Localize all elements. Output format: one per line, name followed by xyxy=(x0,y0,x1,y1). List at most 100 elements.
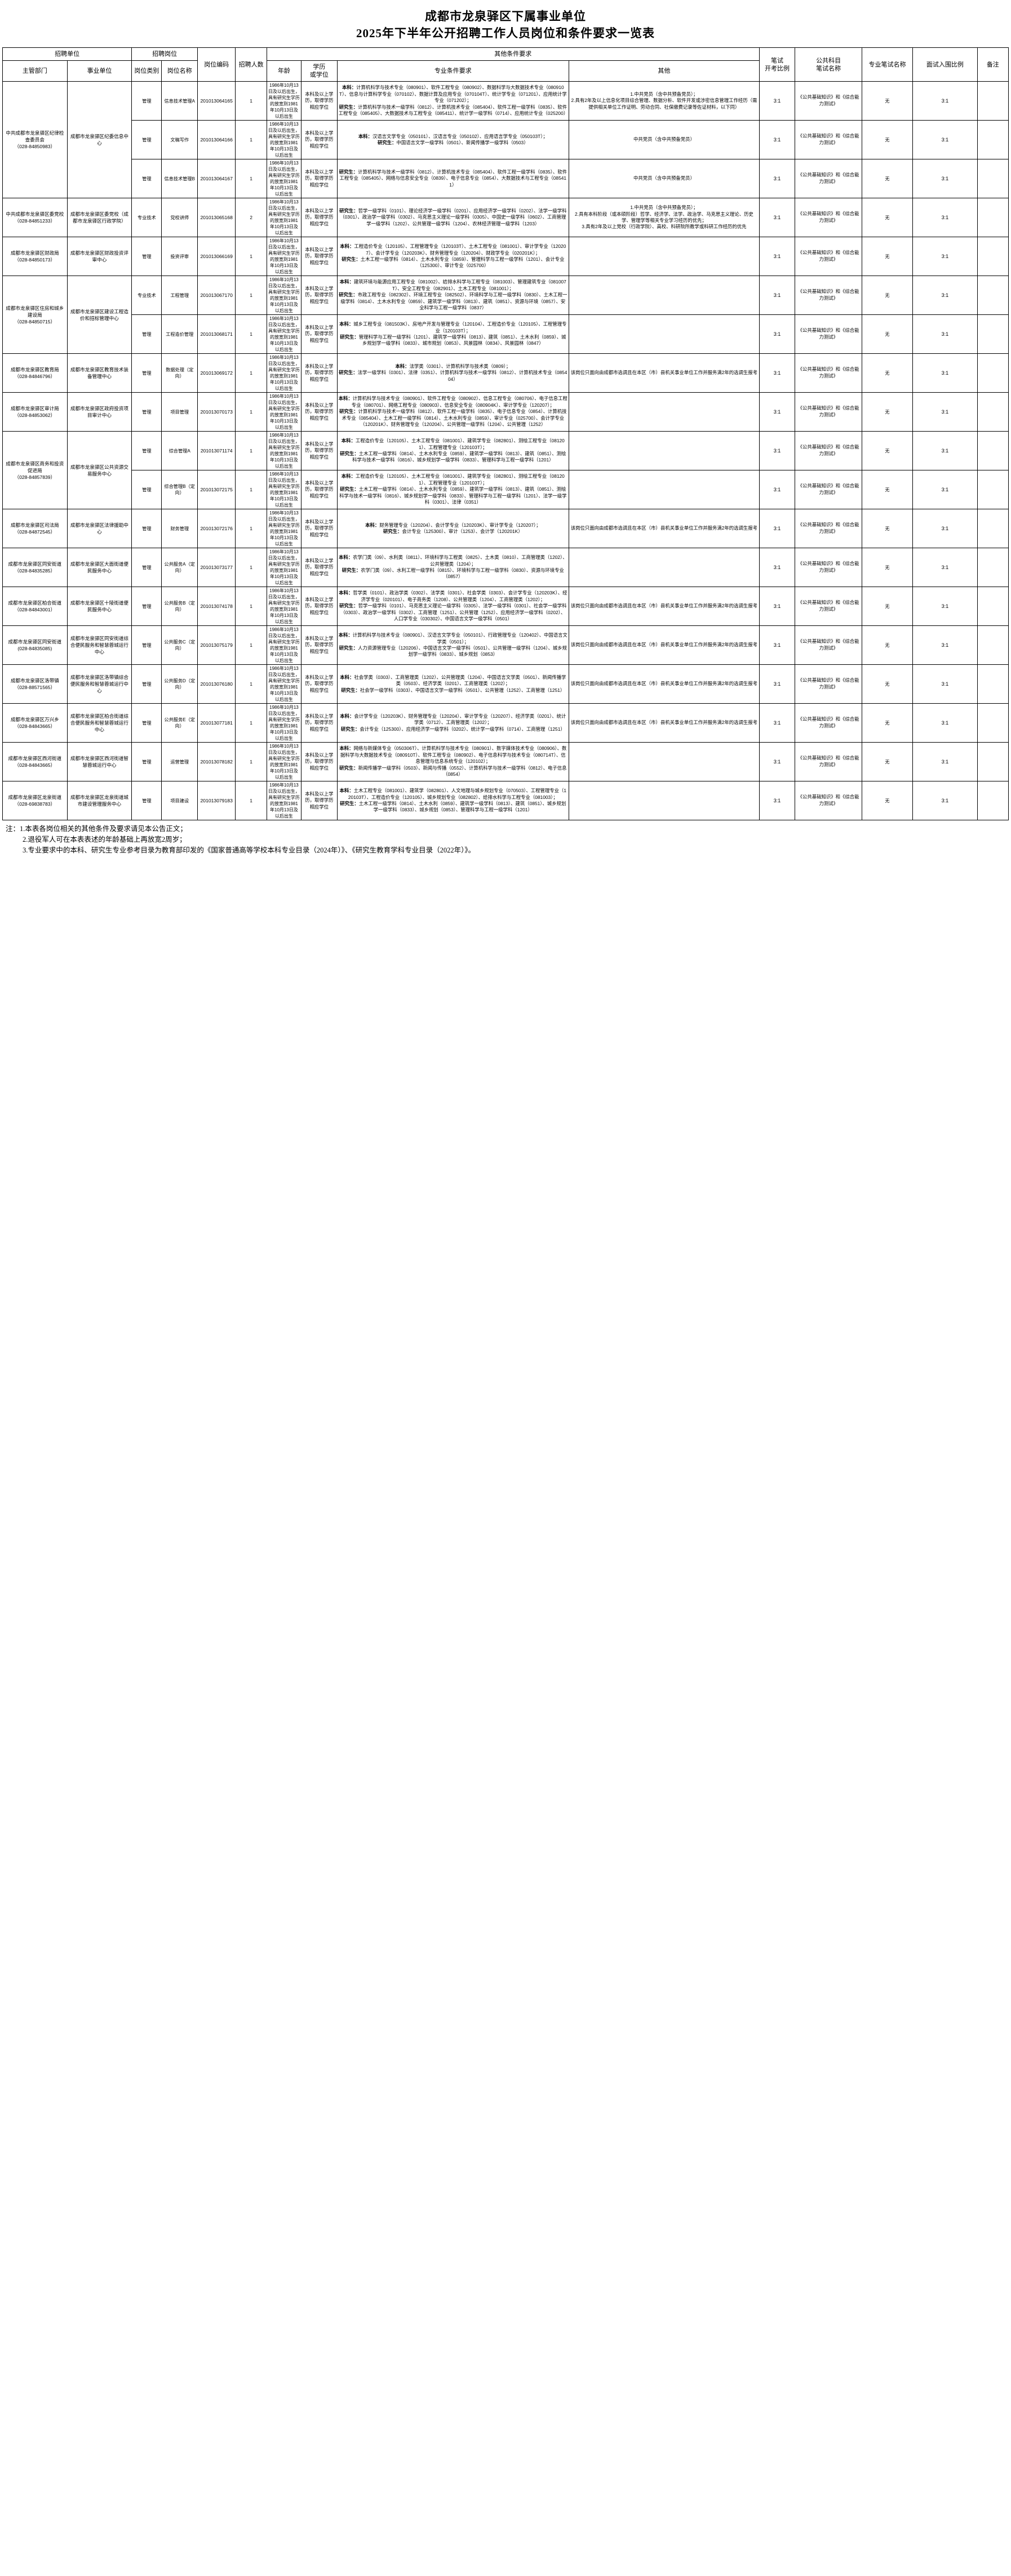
cell-prof-exam: 无 xyxy=(861,237,914,276)
cell-post-name: 信息技术管理B xyxy=(161,159,198,198)
cell-unit: 成都市龙泉驿区纪委信息中心 xyxy=(66,81,132,198)
cell-unit: 成都市龙泉驿区建设工程造价和招标管理中心 xyxy=(66,276,132,354)
cell-remark xyxy=(977,470,1009,509)
cell-age: 1986年10月13日及以后出生，具有研究生学历的放宽到1981年10月13日及… xyxy=(266,548,302,587)
cell-unit: 成都市龙泉驿区政府投资项目审计中心 xyxy=(66,392,132,432)
cell-interview-ratio: 3:1 xyxy=(912,314,978,354)
cell-unit: 成都市龙泉驿区同安街道综合便民服务和智慧蓉城运行中心 xyxy=(66,625,132,665)
cell-post-name: 文稿写作 xyxy=(161,120,198,159)
cell-headcount: 1 xyxy=(235,548,267,587)
cell-prof-exam: 无 xyxy=(861,703,914,743)
header-prof-exam: 专业笔试名称 xyxy=(861,47,914,82)
cell-interview-ratio: 3:1 xyxy=(912,392,978,432)
cell-prof-exam: 无 xyxy=(861,353,914,393)
cell-public-exam: 《公共基础知识》和《综合能力测试》 xyxy=(795,548,862,587)
cell-interview-ratio: 3:1 xyxy=(912,470,978,509)
cell-remark xyxy=(977,159,1009,198)
cell-education: 本科及以上学历，取得学历相应学位 xyxy=(301,120,338,159)
cell-post-name: 公共服务E（定向） xyxy=(161,703,198,743)
cell-education: 本科及以上学历，取得学历相应学位 xyxy=(301,431,338,470)
cell-post-type: 管理 xyxy=(131,625,162,665)
cell-major: 本科：社会学类（0303）、工商管理类（1202）、公共管理类（1204）、中国… xyxy=(336,664,570,704)
cell-post-type: 管理 xyxy=(131,587,162,626)
cell-post-code: 201013076180 xyxy=(197,664,236,704)
cell-education: 本科及以上学历，取得学历相应学位 xyxy=(301,781,338,820)
cell-written-ratio: 3:1 xyxy=(759,742,796,781)
cell-post-name: 项目管理 xyxy=(161,392,198,432)
cell-education: 本科及以上学历，取得学历相应学位 xyxy=(301,548,338,587)
cell-headcount: 1 xyxy=(235,314,267,354)
cell-post-type: 管理 xyxy=(131,781,162,820)
cell-headcount: 1 xyxy=(235,353,267,393)
cell-public-exam: 《公共基础知识》和《综合能力测试》 xyxy=(795,781,862,820)
table-row: 管理 工程造价管理 201013068171 1 1986年10月13日及以后出生，具有… xyxy=(3,314,1009,354)
header-post-type: 岗位类别 xyxy=(131,60,162,82)
cell-post-type: 管理 xyxy=(131,81,162,121)
cell-headcount: 1 xyxy=(235,509,267,548)
cell-major: 本科：汉语言文学专业（050101）、汉语言专业（050102）、应用语言学专业… xyxy=(336,120,570,159)
header-group-other-conditions: 其他条件要求 xyxy=(266,47,760,61)
cell-education: 本科及以上学历，取得学历相应学位 xyxy=(301,703,338,743)
header-public-exam: 公共科目 笔试名称 xyxy=(795,47,862,82)
cell-post-name: 工程管理 xyxy=(161,276,198,315)
cell-public-exam: 《公共基础知识》和《综合能力测试》 xyxy=(795,431,862,470)
cell-interview-ratio: 3:1 xyxy=(912,81,978,121)
cell-post-name: 投资评审 xyxy=(161,237,198,276)
cell-prof-exam: 无 xyxy=(861,392,914,432)
cell-prof-exam: 无 xyxy=(861,314,914,354)
cell-post-name: 党校讲师 xyxy=(161,198,198,237)
cell-written-ratio: 3:1 xyxy=(759,548,796,587)
cell-public-exam: 《公共基础知识》和《综合能力测试》 xyxy=(795,120,862,159)
cell-headcount: 1 xyxy=(235,159,267,198)
cell-written-ratio: 3:1 xyxy=(759,664,796,704)
cell-interview-ratio: 3:1 xyxy=(912,353,978,393)
cell-major: 本科：法学类（0301）、计算机科学与技术类（0809）； 研究生：法学一级学科（… xyxy=(336,353,570,393)
cell-prof-exam: 无 xyxy=(861,742,914,781)
cell-dept: 成都市龙泉驿区司法局 （028-84872545） xyxy=(2,509,68,548)
cell-education: 本科及以上学历，取得学历相应学位 xyxy=(301,276,338,315)
table-row: 中共成都市龙泉驿区委党校 （028-84851233） 成都市龙泉驿区委党校（成都… xyxy=(2,198,1009,237)
cell-interview-ratio: 3:1 xyxy=(912,703,978,743)
cell-prof-exam: 无 xyxy=(861,159,914,198)
cell-prof-exam: 无 xyxy=(861,664,914,704)
header-dept: 主管部门 xyxy=(2,60,68,82)
cell-remark xyxy=(977,625,1009,665)
table-row: 成都市龙泉驿区财政局 （028-84850173） 成都市龙泉驿区财政投资评审中心… xyxy=(2,237,1009,276)
cell-education: 本科及以上学历，取得学历相应学位 xyxy=(301,237,338,276)
cell-dept: 成都市龙泉驿区财政局 （028-84850173） xyxy=(2,237,68,276)
cell-major: 本科：工程造价专业（120105）、工程管理专业（120103T）、土木工程专业… xyxy=(336,237,570,276)
cell-public-exam: 《公共基础知识》和《综合能力测试》 xyxy=(795,664,862,704)
table-row: 管理 综合管理B（定向） 201013072175 1 1986年10月13日及以后出生… xyxy=(3,470,1009,509)
cell-post-code: 201013064167 xyxy=(197,159,236,198)
cell-age: 1986年10月13日及以后出生，具有研究生学历的放宽到1981年10月13日及… xyxy=(266,159,302,198)
cell-unit: 成都市龙泉驿区西河街道智慧蓉城运行中心 xyxy=(66,742,132,781)
cell-other: 该岗位只面向由成都市选调且在本区（市）县机关事业单位工作并服务满2年的选调生报考 xyxy=(569,353,760,393)
cell-dept: 成都市龙泉驿区龙泉街道 （028-69838783） xyxy=(2,781,68,820)
cell-age: 1986年10月13日及以后出生，具有研究生学历的放宽到1981年10月13日及… xyxy=(266,587,302,626)
table-row: 成都市龙泉驿区审计局 （028-84853062） 成都市龙泉驿区政府投资项目审计… xyxy=(2,392,1009,432)
cell-post-code: 201013071174 xyxy=(197,431,236,470)
cell-public-exam: 《公共基础知识》和《综合能力测试》 xyxy=(795,159,862,198)
cell-other: 1.中共党员（含中共预备党员）； 2.具有2年及以上信息化项目综合管理、数据分析、… xyxy=(569,81,760,121)
header-major: 专业条件要求 xyxy=(336,60,570,82)
note-3: 3.专业要求中的本科、研究生专业参考目录为教育部印发的《国家普通高等学校本科专业… xyxy=(23,846,476,854)
cell-unit: 成都市龙泉驿区十陵街道便民服务中心 xyxy=(66,587,132,626)
cell-post-name: 综合管理A xyxy=(161,431,198,470)
table-row: 成都市龙泉驿区司法局 （028-84872545） 成都市龙泉驿区法律援助中心 管理… xyxy=(2,509,1009,548)
cell-education: 本科及以上学历，取得学历相应学位 xyxy=(301,742,338,781)
cell-remark xyxy=(977,431,1009,470)
cell-public-exam: 《公共基础知识》和《综合能力测试》 xyxy=(795,198,862,237)
cell-post-name: 公共服务D（定向） xyxy=(161,664,198,704)
cell-interview-ratio: 3:1 xyxy=(912,664,978,704)
cell-post-type: 管理 xyxy=(131,548,162,587)
table-row: 成都市龙泉驿区教育局 （028-84846796） 成都市龙泉驿区教育技术装备管理… xyxy=(2,353,1009,393)
cell-major: 本科：土木工程专业（081001）、建筑学（082801）、人文地理与城乡规划专… xyxy=(336,781,570,820)
cell-post-type: 管理 xyxy=(131,314,162,354)
cell-remark xyxy=(977,781,1009,820)
cell-headcount: 1 xyxy=(235,81,267,121)
cell-major: 本科：财务管理专业（120204）、会计学专业（120203K）、审计学专业（1… xyxy=(336,509,570,548)
cell-remark xyxy=(977,392,1009,432)
cell-post-type: 管理 xyxy=(131,159,162,198)
cell-age: 1986年10月13日及以后出生，具有研究生学历的放宽到1981年10月13日及… xyxy=(266,237,302,276)
cell-other xyxy=(569,392,760,432)
